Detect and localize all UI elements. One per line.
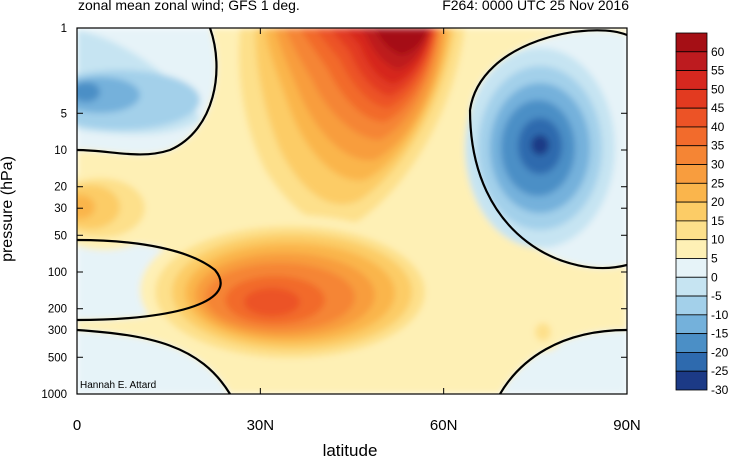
surface-easterlies — [77, 330, 230, 394]
subtropical-jet-40 — [244, 288, 300, 316]
colorbar-swatch — [675, 107, 708, 128]
zero-wind-contour — [499, 328, 627, 394]
x-axis-label: latitude — [322, 441, 378, 460]
polar-westerly-cell-10 — [535, 323, 551, 341]
colorbar-swatch — [675, 370, 708, 391]
x-tick-label: 30N — [247, 417, 275, 434]
x-tick-label: 60N — [430, 417, 458, 434]
colorbar-label: -15 — [711, 327, 729, 341]
colorbar-label: 35 — [711, 139, 725, 153]
colorbar-swatch — [675, 145, 708, 165]
stratospheric-jet-60 — [372, 28, 428, 55]
x-axis: 0 30N 60N 90N — [73, 28, 641, 434]
colorbar-swatch — [675, 333, 708, 353]
tropical-easterlies-20 — [77, 82, 100, 102]
y-tick-label: 20 — [54, 182, 67, 194]
colorbar-swatch — [675, 88, 708, 109]
tropical-westerlies-15 — [77, 185, 120, 229]
zero-wind-contour — [77, 28, 218, 156]
colorbar-label: 0 — [711, 270, 718, 284]
y-tick-label: 10 — [54, 145, 67, 157]
y-tick-label: 300 — [48, 325, 67, 337]
colorbar-label: -30 — [711, 383, 729, 397]
colorbar-swatch — [675, 164, 708, 184]
colorbar-label: 60 — [711, 45, 725, 59]
zero-wind-contour — [77, 238, 222, 322]
y-tick-label: 50 — [54, 230, 67, 242]
colorbar-swatch — [675, 239, 708, 259]
colorbar-swatch — [675, 352, 708, 372]
chart-title: zonal mean zonal wind; GFS 1 deg. — [78, 0, 300, 13]
colorbar-swatch — [675, 314, 708, 335]
colorbar-label: -20 — [711, 345, 729, 359]
colorbar-swatch — [675, 51, 708, 71]
colorbar-swatch — [675, 32, 708, 53]
polar-surface-easterlies — [500, 330, 627, 394]
plot-frame — [76, 27, 628, 395]
colorbar-label: 25 — [711, 176, 725, 190]
colorbar-label: 40 — [711, 120, 725, 134]
colorbar-swatch — [675, 70, 708, 90]
zero-wind-contour — [77, 328, 231, 394]
y-tick-label: 5 — [61, 108, 67, 120]
colorbar-label: 5 — [711, 251, 718, 265]
colorbar-label: 45 — [711, 101, 725, 115]
colorbar-label: -10 — [711, 308, 729, 322]
colorbar-label: -25 — [711, 364, 729, 378]
forecast-time-label: F264: 0000 UTC 25 Nov 2016 — [442, 0, 629, 13]
y-axis: 1 5 10 20 30 50 100 200 300 500 1000 — [41, 23, 627, 401]
colorbar-label: -5 — [711, 289, 722, 303]
y-tick-label: 500 — [48, 352, 67, 364]
author-credit: Hannah E. Attard — [80, 380, 157, 391]
colorbar-swatch — [675, 182, 708, 203]
colorbar-label: 15 — [711, 214, 725, 228]
tropical-easterlies-15 — [77, 77, 140, 113]
y-tick-label: 30 — [54, 203, 67, 215]
colorbar-swatch — [675, 201, 708, 222]
colorbar-swatch — [675, 126, 708, 147]
zero-wind-contour — [468, 29, 627, 270]
colorbar-swatch — [675, 295, 708, 316]
polar-easterlies-30 — [531, 135, 549, 155]
colorbar-label: 50 — [711, 82, 725, 96]
colorbar-swatch — [675, 220, 708, 241]
colorbar-label: 30 — [711, 158, 725, 172]
x-tick-label: 0 — [73, 417, 81, 434]
y-tick-label: 200 — [48, 304, 67, 316]
wind-contour-field — [77, 28, 627, 394]
colorbar: 605550454035302520151050-5-10-15-20-25-3… — [675, 32, 729, 397]
colorbar-swatch — [675, 276, 708, 297]
colorbar-label: 20 — [711, 195, 725, 209]
y-axis-label: pressure (hPa) — [0, 156, 16, 262]
tropical-westerlies-20 — [77, 195, 95, 219]
y-tick-label: 1000 — [41, 389, 67, 401]
y-tick-label: 100 — [48, 267, 67, 279]
colorbar-label: 10 — [711, 233, 725, 247]
y-tick-label: 1 — [61, 23, 67, 35]
colorbar-label: 55 — [711, 64, 725, 78]
x-tick-label: 90N — [613, 417, 641, 434]
colorbar-swatch — [675, 258, 708, 278]
